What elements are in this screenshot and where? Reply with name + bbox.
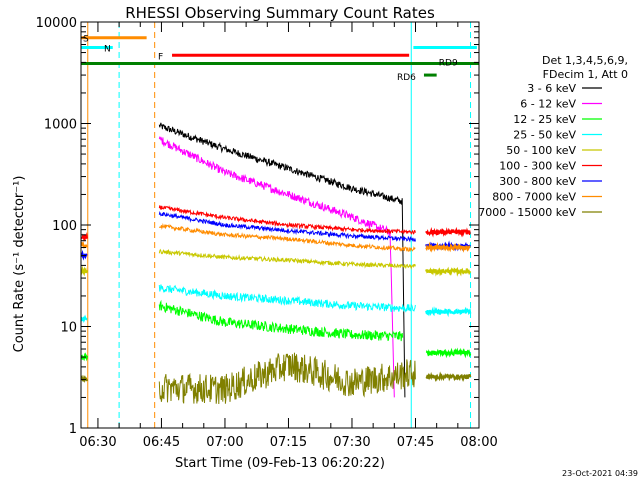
post-segment-50-100-kev (425, 266, 472, 277)
x-tick-label: 07:15 (270, 435, 307, 450)
flag-label-s: S (83, 35, 89, 45)
y-tick-label: 1000 (44, 118, 77, 133)
legend-label-300-800-kev: 300 - 800 keV (499, 175, 576, 188)
legend-label-50-100-kev: 50 - 100 keV (506, 144, 576, 157)
series-line-100-300-kev (158, 205, 416, 235)
post-segment-12-25-kev (425, 347, 472, 359)
legend-label-12-25-kev: 12 - 25 keV (513, 113, 576, 126)
x-tick-label: 06:30 (79, 435, 116, 450)
series-line-50-100-kev (158, 248, 416, 271)
legend-label-25-50-kev: 25 - 50 keV (513, 129, 576, 142)
y-tick-label: 100 (52, 219, 77, 234)
y-axis-label: Count Rate (s⁻¹ detector⁻¹) (12, 176, 27, 353)
flag-label-rd6: RD6 (397, 73, 416, 83)
y-tick-label: 1 (69, 422, 77, 437)
legend-label-7000-15000-kev: 7000 - 15000 keV (478, 206, 576, 219)
legend-label-6-12-kev: 6 - 12 keV (520, 98, 576, 111)
legend-header: Det 1,3,4,5,6,9, (542, 54, 628, 67)
legend-label-3-6-kev: 3 - 6 keV (527, 82, 576, 95)
series-line-3-6-kev (158, 122, 406, 398)
pre-segment-7000-15000-kev (81, 374, 89, 384)
x-tick-label: 07:00 (206, 435, 243, 450)
x-axis-label: Start Time (09-Feb-13 06:20:22) (175, 456, 385, 471)
x-tick-label: 07:45 (397, 435, 434, 450)
pre-segment-100-300-kev (81, 232, 89, 242)
legend: Det 1,3,4,5,6,9,FDecim 1, Att 03 - 6 keV… (478, 54, 628, 219)
flag-label-n: N (104, 45, 111, 55)
y-tick-label: 10000 (36, 16, 77, 31)
pre-segment-50-100-kev (81, 265, 89, 277)
y-tick-label: 10 (60, 321, 77, 336)
x-tick-label: 06:45 (143, 435, 180, 450)
legend-label-100-300-kev: 100 - 300 keV (499, 160, 576, 173)
chart-title: RHESSI Observing Summary Count Rates (125, 4, 435, 22)
legend-label-800-7000-kev: 800 - 7000 keV (492, 191, 576, 204)
pre-segment-25-50-kev (81, 314, 88, 324)
series-line-6-12-kev (158, 136, 395, 398)
post-segment-25-50-kev (425, 306, 472, 318)
footer-timestamp: 23-Oct-2021 04:39 (562, 469, 638, 478)
series-line-7000-15000-kev (158, 352, 416, 405)
post-segment-800-7000-kev (425, 241, 471, 253)
post-segment-100-300-kev (425, 226, 471, 238)
x-tick-label: 07:30 (333, 435, 370, 450)
x-tick-label: 08:00 (460, 435, 497, 450)
legend-header: FDecim 1, Att 0 (543, 68, 628, 81)
post-segment-7000-15000-kev (425, 371, 472, 383)
series-line-25-50-kev (158, 284, 416, 313)
series-line-300-800-kev (158, 211, 416, 243)
plot-area: S N F RD9 RD6 (81, 22, 479, 428)
series-line-12-25-kev (158, 299, 404, 342)
flag-label-f: F (158, 52, 163, 62)
series-line-800-7000-kev (158, 223, 416, 253)
flag-label-rd9: RD9 (439, 59, 458, 69)
axes: 1 10 100 1000 10000 06:30 06:45 07:00 07:15 07:30… (36, 16, 498, 450)
